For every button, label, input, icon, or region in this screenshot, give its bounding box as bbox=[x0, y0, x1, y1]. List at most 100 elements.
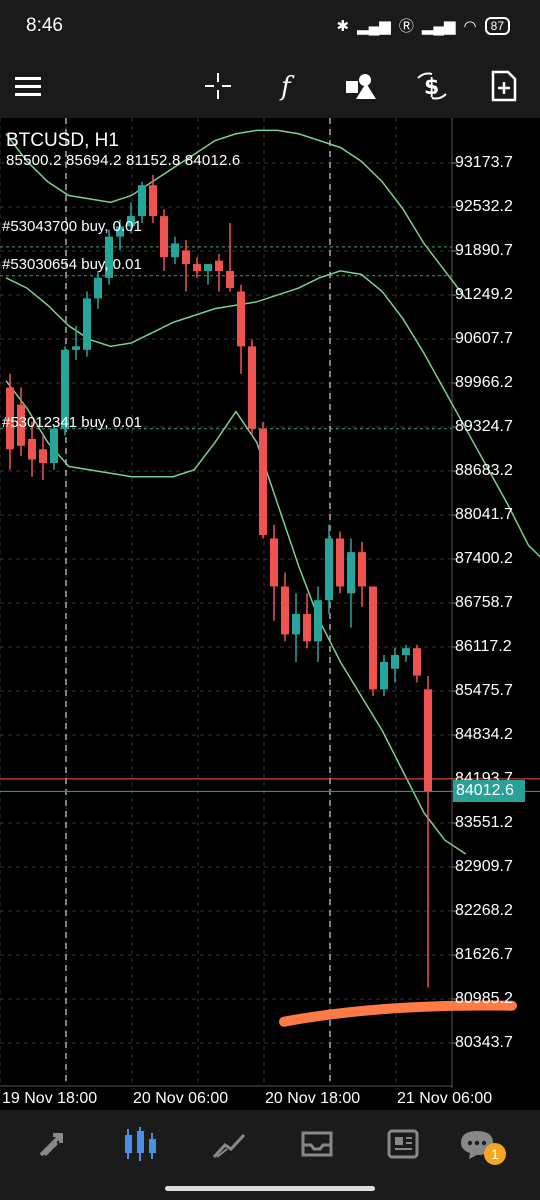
order-line-label[interactable]: #53043700 buy, 0.01 bbox=[2, 218, 142, 235]
indicators-button[interactable]: f bbox=[266, 64, 310, 108]
chart-symbol-title: BTCUSD, H1 bbox=[6, 130, 119, 151]
candle-bear bbox=[226, 270, 234, 289]
candle-bull bbox=[391, 655, 399, 669]
candle-bull bbox=[347, 552, 355, 594]
price-axis-label: 88683.2 bbox=[455, 462, 513, 479]
new-order-button[interactable] bbox=[482, 64, 526, 108]
bollinger-lower-line bbox=[5, 380, 467, 855]
dollar-arrows-icon: $ bbox=[417, 72, 447, 100]
svg-text:f: f bbox=[279, 72, 295, 101]
price-axis-label: 87400.2 bbox=[455, 550, 513, 567]
price-axis-label: 84834.2 bbox=[455, 726, 513, 743]
quotes-arrows-icon bbox=[39, 1133, 63, 1157]
crosshair-button[interactable] bbox=[196, 64, 240, 108]
menu-button[interactable] bbox=[6, 64, 50, 108]
price-axis-label: 86117.2 bbox=[455, 638, 512, 655]
price-axis-label: 80343.7 bbox=[455, 1034, 513, 1051]
trade-trend-icon bbox=[212, 1133, 246, 1159]
candle-bear bbox=[358, 552, 366, 587]
price-chart[interactable] bbox=[0, 118, 540, 1088]
candle-bear bbox=[424, 689, 432, 792]
candle-bear bbox=[215, 260, 223, 271]
candle-bear bbox=[160, 216, 168, 258]
notification-badge: 1 bbox=[484, 1143, 506, 1165]
price-axis-label: 91890.7 bbox=[455, 242, 513, 259]
shapes-icon bbox=[346, 74, 376, 99]
price-axis-label: 89966.2 bbox=[455, 374, 513, 391]
candle-bull bbox=[105, 236, 113, 278]
candle-bear bbox=[270, 538, 278, 587]
candle-bear bbox=[413, 648, 421, 676]
candle-bear bbox=[259, 428, 267, 536]
candle-bull bbox=[138, 185, 146, 217]
candle-bear bbox=[149, 185, 157, 217]
news-icon bbox=[387, 1129, 419, 1159]
chart-toolbar: f $ bbox=[0, 52, 540, 118]
price-axis-label: 90607.7 bbox=[455, 330, 513, 347]
nav-history[interactable] bbox=[292, 1124, 342, 1164]
add-document-icon bbox=[491, 70, 517, 102]
function-icon: f bbox=[279, 72, 295, 101]
candle-bull bbox=[171, 243, 179, 258]
candle-bull bbox=[83, 298, 91, 350]
price-axis-label: 93173.7 bbox=[455, 154, 513, 171]
price-axis-label: 82909.7 bbox=[455, 858, 513, 875]
bottom-navigation bbox=[0, 1110, 540, 1200]
candle-bull bbox=[292, 613, 300, 635]
candle-bull bbox=[380, 661, 388, 690]
objects-button[interactable] bbox=[338, 64, 382, 108]
time-axis-label: 20 Nov 06:00 bbox=[133, 1090, 229, 1107]
candle-bear bbox=[336, 538, 344, 587]
trade-button[interactable]: $ bbox=[410, 64, 454, 108]
candle-bull bbox=[314, 600, 322, 642]
candle-bull bbox=[402, 648, 410, 656]
price-axis-label: 83551.2 bbox=[455, 814, 513, 831]
time-axis-label: 19 Nov 18:00 bbox=[2, 1090, 98, 1107]
inbox-icon bbox=[301, 1131, 333, 1157]
candle-bear bbox=[28, 438, 36, 460]
nav-news[interactable] bbox=[378, 1124, 428, 1164]
price-axis-label: 92532.2 bbox=[455, 198, 513, 215]
price-axis-label: 85475.7 bbox=[455, 682, 513, 699]
price-axis-label: 80985.2 bbox=[455, 990, 513, 1007]
wifi-icon: ◠ bbox=[463, 17, 477, 35]
candle-bull bbox=[94, 277, 102, 299]
candle-bull bbox=[204, 264, 212, 271]
battery-indicator: 87 bbox=[484, 16, 510, 35]
order-line-label[interactable]: #53030654 buy, 0.01 bbox=[2, 256, 142, 273]
price-axis-label: 81626.7 bbox=[455, 946, 513, 963]
bollinger-middle-line bbox=[5, 270, 540, 558]
candle-bear bbox=[39, 449, 47, 463]
order-line-label[interactable]: #53012341 buy, 0.01 bbox=[2, 414, 142, 431]
nav-quotes[interactable] bbox=[30, 1124, 80, 1164]
status-bar: 8:46 ✱ ▂▄▆ Ⓡ ▂▄▆ ◠ 87 bbox=[0, 0, 540, 52]
candle-bear bbox=[237, 291, 245, 347]
candle-bear bbox=[303, 613, 311, 642]
chart-canvas bbox=[0, 118, 540, 1088]
candle-bull bbox=[325, 538, 333, 601]
home-indicator[interactable] bbox=[165, 1186, 375, 1191]
candle-bull bbox=[72, 346, 80, 350]
ohlc-values: 85500.2 85694.2 81152.8 84012.6 bbox=[6, 152, 241, 169]
price-axis-label: 88041.7 bbox=[455, 506, 513, 523]
current-price-tag: 84012.6 bbox=[453, 780, 525, 802]
time-axis-label: 20 Nov 18:00 bbox=[265, 1090, 361, 1107]
hamburger-icon bbox=[15, 77, 41, 96]
bluetooth-icon: ✱ bbox=[336, 17, 350, 35]
price-axis-label: 82268.2 bbox=[455, 902, 513, 919]
highlight-stroke bbox=[279, 1000, 517, 1027]
candle-bull bbox=[127, 216, 135, 227]
signal-icon: ▂▄▆ bbox=[357, 17, 391, 35]
crosshair-icon bbox=[205, 73, 231, 99]
nav-trade[interactable] bbox=[204, 1124, 254, 1164]
candle-bear bbox=[369, 586, 377, 690]
signal-icon-2: ▂▄▆ bbox=[421, 17, 456, 35]
candle-bull bbox=[50, 428, 58, 463]
price-axis-label: 89324.7 bbox=[455, 418, 513, 435]
status-icons: ✱ ▂▄▆ Ⓡ ▂▄▆ ◠ 87 bbox=[337, 15, 510, 36]
nav-chart[interactable] bbox=[116, 1124, 166, 1164]
price-axis-label: 86758.7 bbox=[455, 594, 513, 611]
bollinger-upper-line bbox=[5, 129, 467, 299]
candle-bull bbox=[61, 349, 69, 429]
time-axis-label: 21 Nov 06:00 bbox=[397, 1090, 493, 1107]
